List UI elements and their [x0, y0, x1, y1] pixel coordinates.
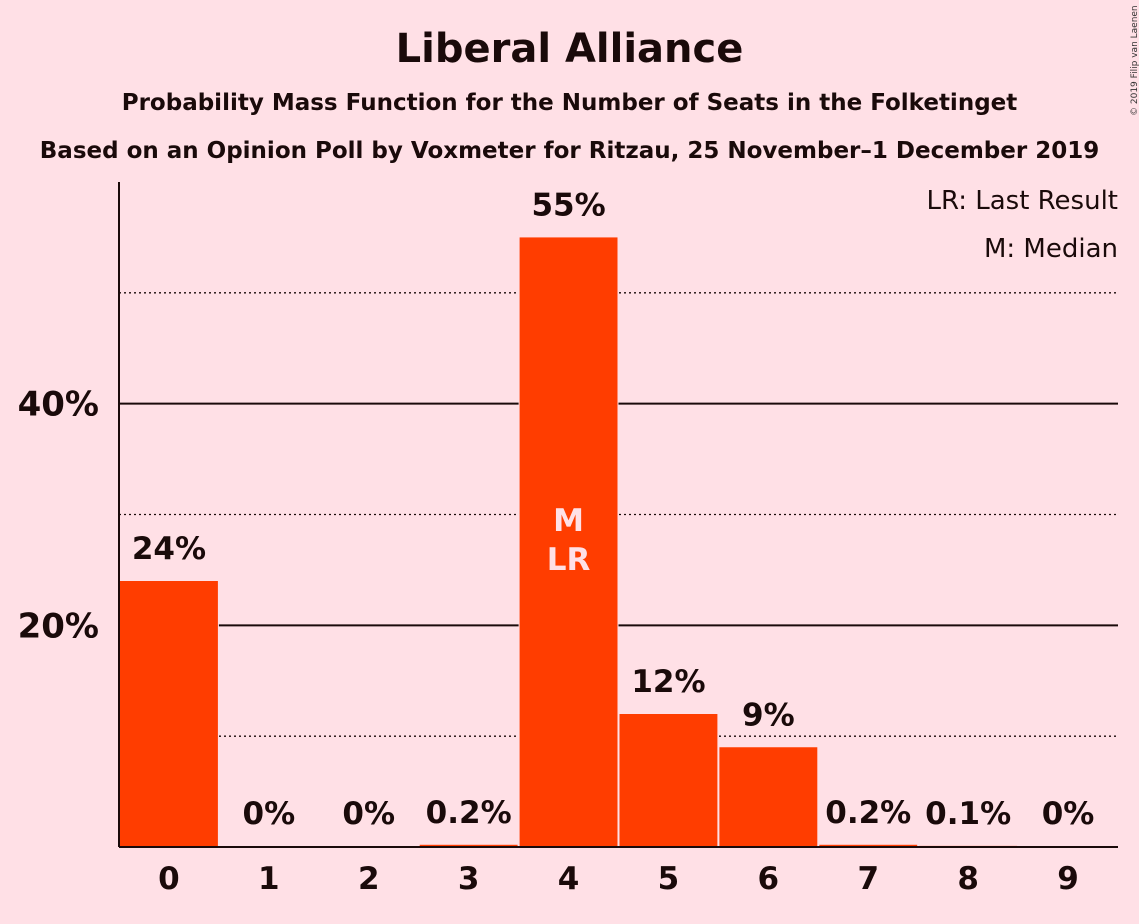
x-tick-label: 5	[658, 861, 680, 897]
axes	[118, 182, 1118, 848]
chart-title: Liberal Alliance	[395, 26, 744, 72]
x-tick-label: 9	[1057, 861, 1079, 897]
last-result-marker: LR	[547, 542, 591, 578]
bar-seat-3	[419, 844, 518, 847]
chart-subtitle: Probability Mass Function for the Number…	[121, 90, 1018, 116]
legend-median: M: Median	[984, 234, 1118, 264]
median-marker: M	[553, 503, 584, 539]
x-tick-label: 3	[458, 861, 480, 897]
bar-seat-7	[819, 844, 918, 847]
x-tick-label: 6	[758, 861, 780, 897]
value-label: 0.2%	[426, 795, 512, 831]
x-tick-label: 1	[258, 861, 280, 897]
x-tick-label: 0	[158, 861, 180, 897]
value-label: 9%	[742, 697, 795, 733]
legend-last-result: LR: Last Result	[926, 186, 1118, 216]
value-label: 0.2%	[825, 795, 911, 831]
value-label: 0%	[1042, 796, 1095, 832]
value-label: 0%	[342, 796, 395, 832]
x-tick-label: 8	[957, 861, 979, 897]
labels: 20% 40% 24% 0 0% 1 0% 2 0.2% 3 55% 4 MLR 12% 5 9% 6 0.2% 7…	[18, 187, 1095, 897]
bar-seat-5	[619, 714, 718, 847]
bars	[119, 237, 1118, 847]
bar-seat-0	[120, 581, 218, 847]
value-label: 12%	[631, 664, 705, 700]
x-tick-label: 4	[558, 861, 580, 897]
bar-seat-4	[519, 237, 618, 847]
bar-seat-6	[719, 747, 818, 847]
y-tick-label: 20%	[18, 606, 99, 646]
value-label: 0.1%	[925, 796, 1011, 832]
value-label: 0%	[243, 796, 296, 832]
x-tick-label: 2	[358, 861, 380, 897]
value-label: 55%	[531, 187, 605, 223]
y-tick-label: 40%	[18, 385, 99, 425]
chart-source: Based on an Opinion Poll by Voxmeter for…	[39, 138, 1100, 164]
value-label: 24%	[132, 531, 206, 567]
x-tick-label: 7	[857, 861, 879, 897]
